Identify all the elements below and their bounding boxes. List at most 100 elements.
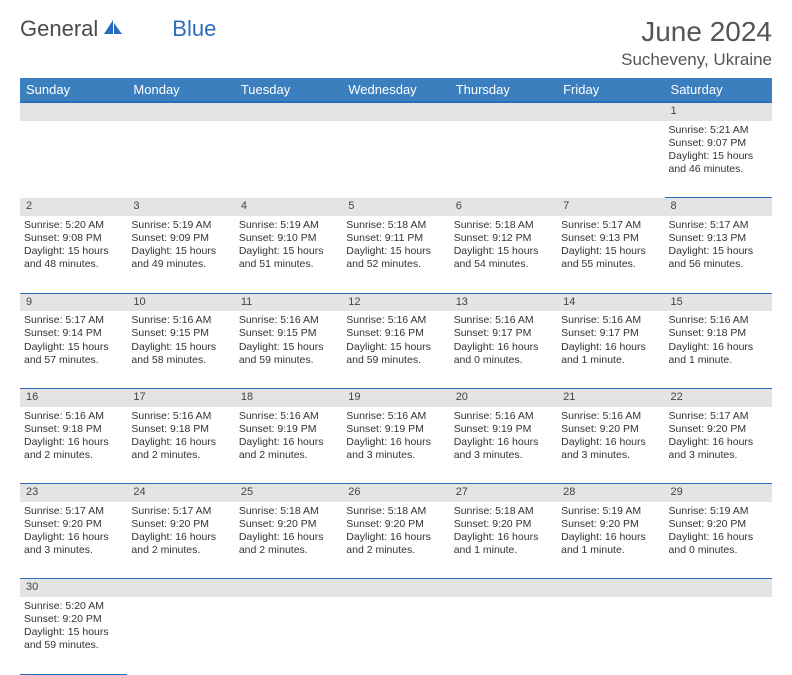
day-number-cell <box>450 579 557 597</box>
sunset-line: Sunset: 9:20 PM <box>561 423 660 436</box>
sunrise-line: Sunrise: 5:19 AM <box>561 505 660 518</box>
day-number-cell: 6 <box>450 198 557 216</box>
day-number-row: 23242526272829 <box>20 484 772 502</box>
week-row: Sunrise: 5:16 AMSunset: 9:18 PMDaylight:… <box>20 407 772 484</box>
day-number-cell: 18 <box>235 388 342 406</box>
sunset-line: Sunset: 9:20 PM <box>561 518 660 531</box>
day-cell <box>20 121 127 198</box>
sunset-line: Sunset: 9:13 PM <box>669 232 768 245</box>
day-number-cell <box>557 102 664 121</box>
day-number-row: 9101112131415 <box>20 293 772 311</box>
logo: General Blue <box>20 16 216 42</box>
day-cell: Sunrise: 5:16 AMSunset: 9:17 PMDaylight:… <box>450 311 557 388</box>
day-number-cell: 12 <box>342 293 449 311</box>
sunrise-line: Sunrise: 5:17 AM <box>669 219 768 232</box>
day-cell: Sunrise: 5:16 AMSunset: 9:19 PMDaylight:… <box>450 407 557 484</box>
sunset-line: Sunset: 9:15 PM <box>239 327 338 340</box>
week-row: Sunrise: 5:20 AMSunset: 9:20 PMDaylight:… <box>20 597 772 674</box>
sunset-line: Sunset: 9:13 PM <box>561 232 660 245</box>
daylight-line: Daylight: 15 hours and 49 minutes. <box>131 245 230 271</box>
day-cell: Sunrise: 5:16 AMSunset: 9:15 PMDaylight:… <box>127 311 234 388</box>
daylight-line: Daylight: 15 hours and 52 minutes. <box>346 245 445 271</box>
sunset-line: Sunset: 9:20 PM <box>669 423 768 436</box>
day-header-cell: Friday <box>557 78 664 102</box>
sunrise-line: Sunrise: 5:17 AM <box>131 505 230 518</box>
daylight-line: Daylight: 15 hours and 46 minutes. <box>669 150 768 176</box>
day-number-cell: 2 <box>20 198 127 216</box>
day-number-cell: 25 <box>235 484 342 502</box>
sunset-line: Sunset: 9:16 PM <box>346 327 445 340</box>
day-cell: Sunrise: 5:16 AMSunset: 9:18 PMDaylight:… <box>127 407 234 484</box>
day-cell <box>342 597 449 674</box>
sunset-line: Sunset: 9:07 PM <box>669 137 768 150</box>
daylight-line: Daylight: 16 hours and 1 minute. <box>561 341 660 367</box>
sunrise-line: Sunrise: 5:16 AM <box>454 410 553 423</box>
sunset-line: Sunset: 9:19 PM <box>239 423 338 436</box>
day-cell: Sunrise: 5:18 AMSunset: 9:12 PMDaylight:… <box>450 216 557 293</box>
day-number-cell <box>20 102 127 121</box>
day-cell: Sunrise: 5:17 AMSunset: 9:14 PMDaylight:… <box>20 311 127 388</box>
day-cell <box>450 121 557 198</box>
day-cell: Sunrise: 5:19 AMSunset: 9:20 PMDaylight:… <box>665 502 772 579</box>
day-number-cell: 1 <box>665 102 772 121</box>
daylight-line: Daylight: 16 hours and 1 minute. <box>561 531 660 557</box>
day-number-row: 16171819202122 <box>20 388 772 406</box>
sunrise-line: Sunrise: 5:18 AM <box>239 505 338 518</box>
day-number-cell: 30 <box>20 579 127 597</box>
month-title: June 2024 <box>621 16 772 48</box>
sunset-line: Sunset: 9:20 PM <box>24 518 123 531</box>
sunset-line: Sunset: 9:20 PM <box>454 518 553 531</box>
sunrise-line: Sunrise: 5:16 AM <box>131 314 230 327</box>
day-cell <box>127 121 234 198</box>
day-cell: Sunrise: 5:16 AMSunset: 9:15 PMDaylight:… <box>235 311 342 388</box>
day-number-cell: 21 <box>557 388 664 406</box>
day-cell: Sunrise: 5:16 AMSunset: 9:19 PMDaylight:… <box>342 407 449 484</box>
week-row: Sunrise: 5:17 AMSunset: 9:14 PMDaylight:… <box>20 311 772 388</box>
day-number-cell: 13 <box>450 293 557 311</box>
sunrise-line: Sunrise: 5:16 AM <box>24 410 123 423</box>
sunrise-line: Sunrise: 5:18 AM <box>454 219 553 232</box>
day-number-cell <box>557 579 664 597</box>
day-cell: Sunrise: 5:16 AMSunset: 9:18 PMDaylight:… <box>665 311 772 388</box>
sunset-line: Sunset: 9:15 PM <box>131 327 230 340</box>
day-header-cell: Wednesday <box>342 78 449 102</box>
day-cell: Sunrise: 5:20 AMSunset: 9:20 PMDaylight:… <box>20 597 127 674</box>
day-number-cell: 19 <box>342 388 449 406</box>
sunrise-line: Sunrise: 5:18 AM <box>346 505 445 518</box>
daylight-line: Daylight: 15 hours and 59 minutes. <box>239 341 338 367</box>
day-number-cell: 28 <box>557 484 664 502</box>
sunrise-line: Sunrise: 5:17 AM <box>561 219 660 232</box>
day-number-cell: 9 <box>20 293 127 311</box>
daylight-line: Daylight: 15 hours and 58 minutes. <box>131 341 230 367</box>
daylight-line: Daylight: 16 hours and 0 minutes. <box>669 531 768 557</box>
day-number-cell: 15 <box>665 293 772 311</box>
sunset-line: Sunset: 9:19 PM <box>346 423 445 436</box>
location: Sucheveny, Ukraine <box>621 50 772 70</box>
day-cell <box>235 597 342 674</box>
sunrise-line: Sunrise: 5:16 AM <box>561 410 660 423</box>
day-number-cell: 8 <box>665 198 772 216</box>
sunset-line: Sunset: 9:20 PM <box>24 613 123 626</box>
day-number-cell: 29 <box>665 484 772 502</box>
sunset-line: Sunset: 9:17 PM <box>561 327 660 340</box>
day-number-cell: 4 <box>235 198 342 216</box>
day-cell: Sunrise: 5:16 AMSunset: 9:16 PMDaylight:… <box>342 311 449 388</box>
day-header-cell: Thursday <box>450 78 557 102</box>
sunset-line: Sunset: 9:20 PM <box>346 518 445 531</box>
day-cell: Sunrise: 5:17 AMSunset: 9:13 PMDaylight:… <box>557 216 664 293</box>
daylight-line: Daylight: 16 hours and 2 minutes. <box>131 531 230 557</box>
daylight-line: Daylight: 16 hours and 2 minutes. <box>131 436 230 462</box>
day-number-cell <box>127 579 234 597</box>
sunrise-line: Sunrise: 5:20 AM <box>24 219 123 232</box>
week-row: Sunrise: 5:17 AMSunset: 9:20 PMDaylight:… <box>20 502 772 579</box>
day-number-cell <box>127 102 234 121</box>
sunset-line: Sunset: 9:17 PM <box>454 327 553 340</box>
daylight-line: Daylight: 16 hours and 2 minutes. <box>24 436 123 462</box>
day-cell: Sunrise: 5:17 AMSunset: 9:20 PMDaylight:… <box>127 502 234 579</box>
daylight-line: Daylight: 15 hours and 59 minutes. <box>24 626 123 652</box>
day-cell <box>557 121 664 198</box>
sunset-line: Sunset: 9:08 PM <box>24 232 123 245</box>
day-number-cell: 24 <box>127 484 234 502</box>
daylight-line: Daylight: 16 hours and 3 minutes. <box>454 436 553 462</box>
sunrise-line: Sunrise: 5:16 AM <box>454 314 553 327</box>
